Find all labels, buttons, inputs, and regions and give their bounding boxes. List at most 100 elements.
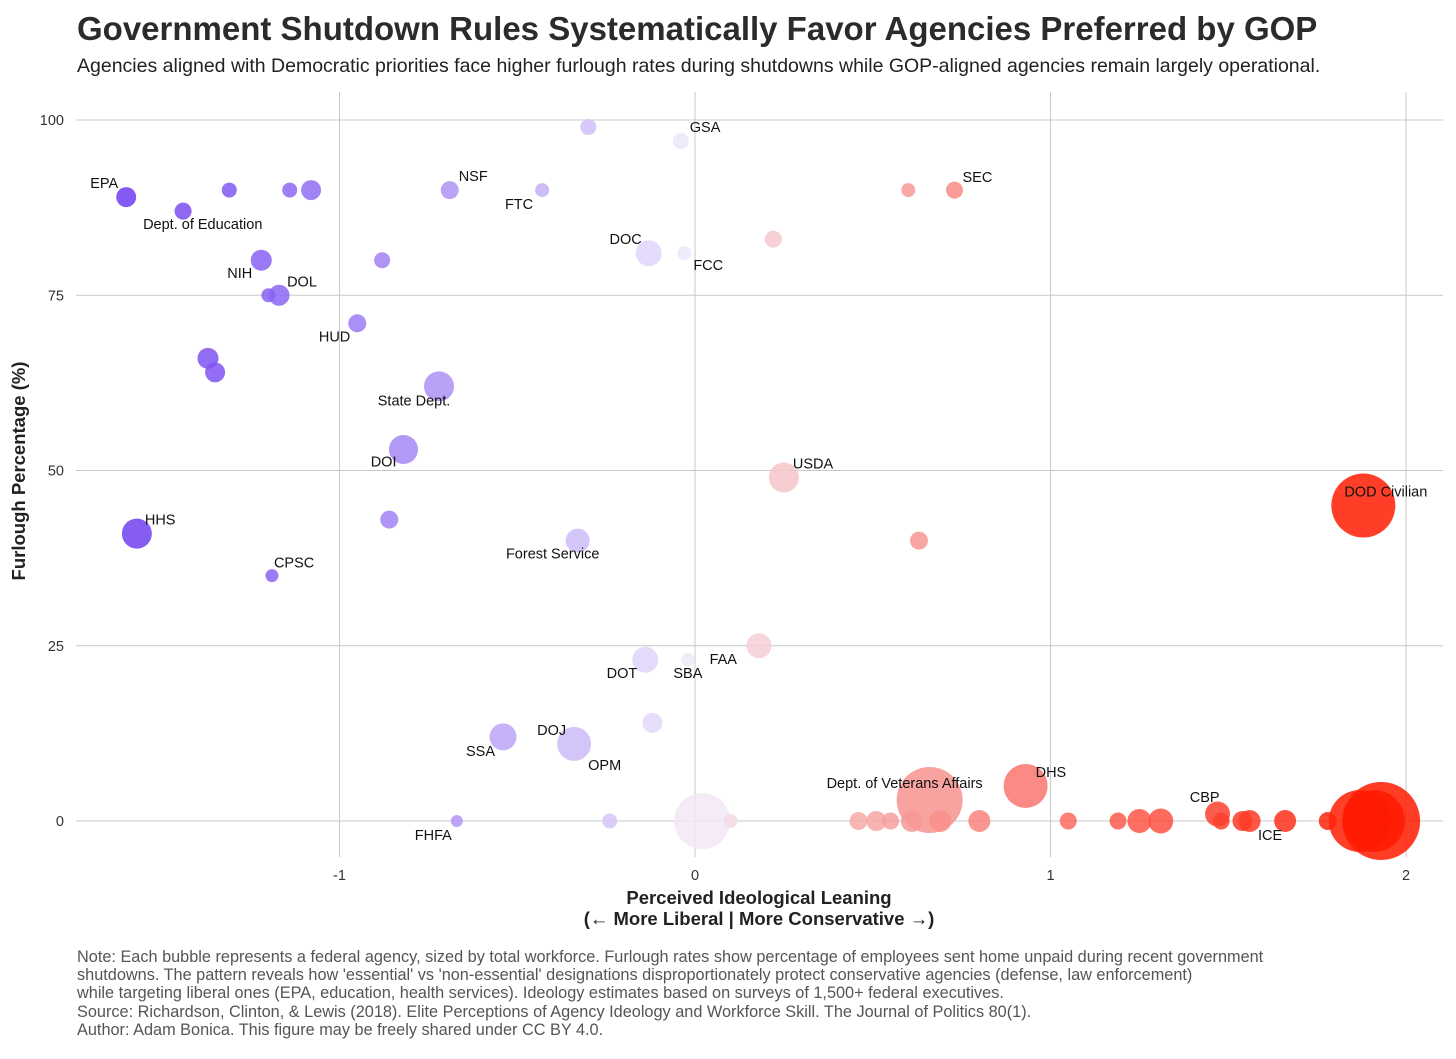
agency-bubble [250,249,272,271]
agency-bubble [489,723,517,751]
agency-bubble [348,314,367,333]
agency-label: DOT [607,666,638,682]
agency-bubble [121,518,152,549]
agency-label: CPSC [274,556,314,572]
x-tick-label: 2 [1402,868,1410,884]
agency-bubble [635,240,662,267]
gridlines [76,92,1443,857]
agency-bubble [1343,790,1406,852]
agency-label: OPM [588,758,621,774]
agency-bubble [301,180,322,201]
agency-label: SSA [466,744,495,760]
agency-label: SBA [673,666,702,682]
agency-label: FTC [505,197,533,213]
chart-notes: Note: Each bubble represents a federal a… [77,948,1447,1039]
chart-title: Government Shutdown Rules Systematically… [77,10,1318,47]
agency-label: ICE [1258,828,1283,844]
agency-bubble [900,810,923,832]
agency-bubble [1318,812,1337,830]
agency-bubble [174,202,192,220]
agency-label: FCC [693,258,723,274]
y-tick-label: 100 [40,113,64,129]
agency-bubble [849,812,868,830]
agency-bubble [677,246,692,261]
agency-bubble [565,528,590,553]
agency-label: State Dept. [378,393,451,409]
agency-bubble [535,183,550,198]
y-tick-label: 75 [48,288,64,304]
agency-label: DOI [371,454,397,470]
agency-bubble [1059,812,1077,830]
agency-bubble [1331,473,1396,538]
scatter-plot: EPA Dept. of Education NSF FTC GSA DOC FCC SEC N… [8,92,1443,929]
agency-bubble [388,434,418,464]
note-line: Author: Adam Bonica. This figure may be … [77,1020,604,1039]
agency-bubble [1003,763,1048,808]
agency-label: Dept. of Veterans Affairs [827,776,983,792]
agency-bubble [268,284,290,306]
agency-bubble [746,633,772,659]
agency-label: FAA [710,652,738,668]
agency-bubble [680,652,695,667]
agency-label: Dept. of Education [143,217,262,233]
agency-bubble [380,510,399,529]
y-tick-label: 25 [48,639,64,655]
note-line: while targeting liberal ones (EPA, educa… [77,984,1004,1003]
agency-bubble [261,288,276,303]
agency-label: CBP [1190,790,1220,806]
axis-ticks: 0 25 50 75 100 -1 0 1 2 [40,113,1410,884]
agency-bubble [1109,812,1127,830]
agency-labels: EPA Dept. of Education NSF FTC GSA DOC FCC SEC N… [90,120,1427,844]
agency-bubble [1232,811,1253,831]
agency-bubble [866,811,887,831]
agency-bubble [374,252,391,269]
agency-bubble [424,371,455,402]
agency-label: HUD [319,329,350,345]
agency-bubble [768,462,799,493]
y-tick-label: 0 [56,814,64,830]
agency-bubble [672,133,689,150]
note-line: shutdowns. The pattern reveals how 'esse… [77,966,1193,985]
agency-bubble [632,646,659,673]
agency-bubble [723,814,738,828]
agency-label: SEC [963,170,993,186]
note-line: Note: Each bubble represents a federal a… [77,948,1264,966]
x-tick-label: 1 [1046,868,1054,884]
agency-bubble [968,810,991,832]
agency-label: DOD Civilian [1344,485,1427,501]
agency-bubble [450,815,463,827]
agency-bubble [580,119,597,136]
agency-bubble [282,182,298,198]
agency-bubble [557,726,592,761]
agency-bubble [1148,808,1174,834]
agency-label: FHFA [415,828,452,844]
agency-bubble [1274,810,1297,832]
y-tick-label: 50 [48,464,64,480]
agency-label: DOC [610,232,642,248]
agency-bubble [265,569,279,583]
agency-bubble [901,183,916,198]
agency-label: NIH [227,266,252,282]
chart-subtitle: Agencies aligned with Democratic priorit… [77,55,1321,77]
y-axis-label: Furlough Percentage (%) [8,362,29,581]
agency-label: DHS [1036,765,1067,781]
agency-bubble [909,531,928,550]
agency-bubble [642,712,663,733]
agency-bubble [764,230,782,248]
agency-label: USDA [793,457,834,473]
x-axis-sublabel: (← More Liberal | More Conservative →) [584,908,935,929]
agency-bubble [116,187,137,208]
agency-label: EPA [90,176,118,192]
agency-bubble [674,793,731,849]
agency-bubble [882,812,900,830]
agency-bubble [946,181,964,199]
note-line: Source: Richardson, Clinton, & Lewis (20… [77,1002,1032,1021]
agency-label: GSA [690,120,721,136]
agency-bubble [205,362,226,383]
x-tick-label: 0 [691,868,699,884]
agency-label: DOJ [537,723,566,739]
x-axis-label: Perceived Ideological Leaning [626,887,891,908]
agency-label: DOL [287,274,317,290]
agency-bubble [440,181,459,200]
agency-bubble [602,813,618,829]
